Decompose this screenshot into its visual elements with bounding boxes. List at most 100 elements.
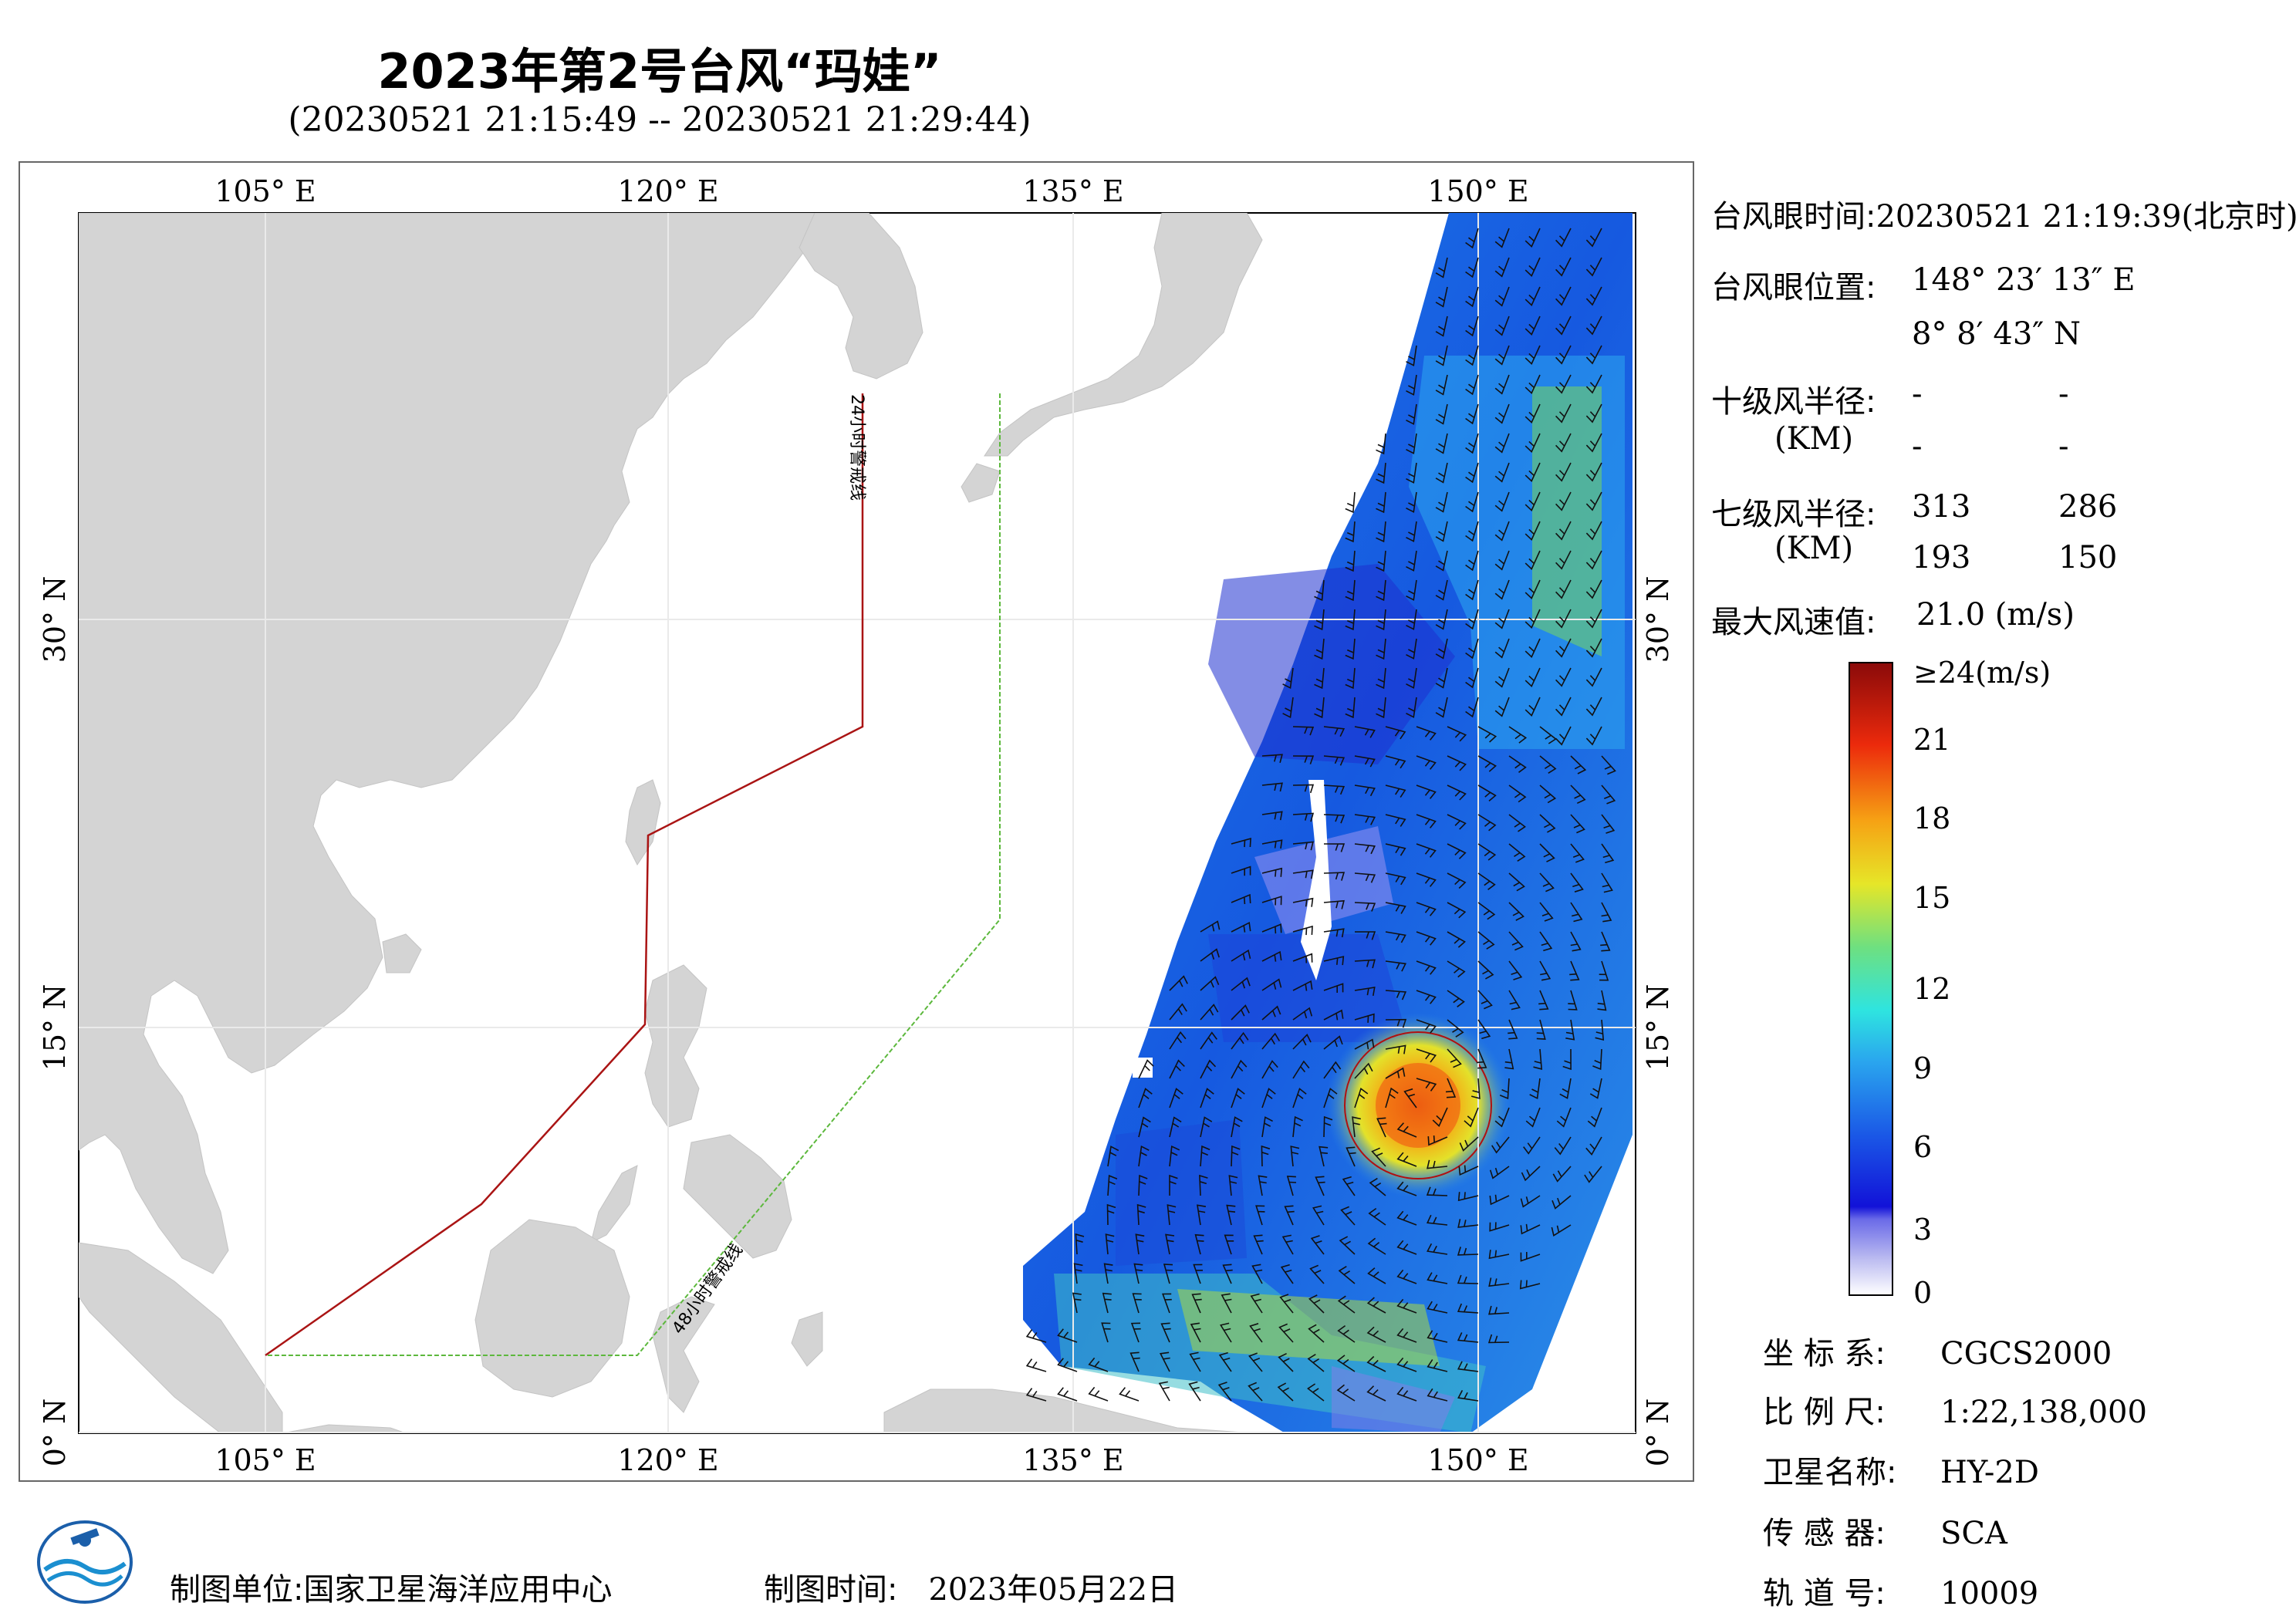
wind-barb	[1228, 1175, 1238, 1196]
wind-barb	[1494, 374, 1510, 395]
wind-barb	[1585, 462, 1602, 482]
wind-barb	[1224, 1234, 1234, 1255]
wind-barb	[1336, 1384, 1356, 1402]
wind-barb	[1352, 1116, 1361, 1138]
wind-barb	[1539, 872, 1555, 892]
wind-barb	[1385, 755, 1406, 769]
wind-barb	[1323, 983, 1344, 993]
wind-barb	[1447, 990, 1465, 1007]
wind-barb	[1555, 550, 1572, 570]
wind-barb	[1292, 980, 1313, 991]
wind-barb	[1158, 1381, 1170, 1402]
wind-barb	[1312, 1205, 1325, 1226]
wind-barb	[1508, 785, 1527, 803]
wind-barb	[1435, 403, 1448, 425]
wind-barb	[1465, 579, 1479, 601]
wind-barb	[1345, 491, 1356, 514]
wind-barb	[1477, 1019, 1491, 1040]
wind-barb	[1376, 550, 1386, 572]
eye-time-label: 台风眼时间:	[1711, 199, 1876, 235]
wind-barb	[1416, 960, 1437, 975]
colorbar-gradient	[1849, 662, 1893, 1296]
wind-barb	[1138, 1088, 1153, 1108]
wind-barb	[1416, 726, 1437, 741]
wind-barb	[1218, 1351, 1232, 1372]
wind-barb	[1447, 726, 1467, 742]
wind-barb	[1396, 1386, 1417, 1402]
wind-barb	[1307, 1383, 1325, 1402]
wind-barb	[1465, 697, 1479, 718]
r7-value-ne: 313	[1912, 489, 1971, 525]
wind-barb	[1323, 1035, 1343, 1050]
warning-line-24h	[265, 393, 864, 1357]
wind-barb	[1072, 1292, 1082, 1314]
wind-barb	[1355, 931, 1376, 940]
wind-barb	[1416, 1019, 1437, 1034]
wind-barb	[1310, 1235, 1325, 1255]
wind-barb	[1432, 1107, 1448, 1127]
wind-barb	[1406, 433, 1417, 454]
wind-barb	[1555, 315, 1572, 336]
wind-barb	[1494, 345, 1510, 366]
wind-barb	[1261, 923, 1282, 934]
wind-barb	[1323, 1061, 1342, 1079]
wind-barb	[1458, 1165, 1479, 1176]
wind-barb	[1435, 433, 1448, 454]
wind-barb	[1199, 1174, 1208, 1196]
wind-barb	[1416, 1048, 1437, 1063]
wind-barb	[1525, 1107, 1541, 1128]
wind-barb	[1570, 872, 1584, 892]
wind-barb	[1465, 550, 1479, 572]
wind-barb	[1477, 814, 1497, 832]
wind-barb	[1508, 990, 1521, 1011]
wind-barb	[1200, 948, 1220, 962]
wind-barb	[1555, 403, 1572, 423]
wind-barb	[1570, 814, 1585, 834]
wind-barb	[1539, 960, 1551, 981]
lat-tick-label-left: 15° N	[38, 984, 72, 1071]
wind-barb	[1601, 785, 1616, 805]
wind-barb	[1025, 1329, 1047, 1343]
wind-barb	[1539, 785, 1557, 804]
wind-barb	[1465, 228, 1479, 249]
wind-barb	[1494, 462, 1510, 483]
wind-barb	[1292, 897, 1314, 907]
wind-barb	[1403, 1088, 1417, 1108]
wind-barb	[1385, 814, 1406, 827]
wind-barb	[1354, 1087, 1369, 1108]
wind-barb	[1457, 1361, 1479, 1372]
wind-barb	[1138, 1174, 1148, 1196]
wind-barb	[1494, 579, 1510, 600]
wind-barb	[1261, 950, 1282, 962]
wind-barb	[1396, 1240, 1417, 1255]
wind-barb	[1435, 491, 1448, 513]
lat-tick-label-left: 30° N	[38, 576, 72, 663]
colorbar-tick-label: 18	[1913, 801, 1951, 835]
wind-barb	[1465, 609, 1479, 630]
lat-tick-label-right: 0° N	[1641, 1399, 1675, 1467]
wind-barb	[1494, 403, 1510, 424]
wind-barb	[1416, 1078, 1437, 1092]
lon-tick-label-top: 135° E	[1022, 174, 1123, 208]
map-title: 2023年第2号台风“玛娃”	[377, 43, 942, 100]
wind-barb	[1585, 638, 1602, 658]
colorbar-tick-label: 3	[1913, 1213, 1933, 1247]
wind-barb	[1231, 1031, 1249, 1050]
typhoon-eye-circle[interactable]	[1344, 1031, 1492, 1179]
wind-barb	[1025, 1388, 1047, 1402]
wind-barb	[1385, 1087, 1399, 1108]
wind-barb	[1524, 697, 1541, 717]
wind-barb	[1231, 838, 1251, 848]
wind-barb	[1524, 521, 1541, 541]
wind-barb	[1314, 609, 1325, 631]
wind-barb	[1477, 785, 1497, 802]
warning-label-24h: 24小时警戒线	[847, 394, 866, 501]
wind-speed-colorbar	[1849, 662, 1893, 1296]
wind-barb	[1308, 1324, 1325, 1343]
wind-barb	[1585, 697, 1602, 717]
wind-barb	[1323, 1115, 1333, 1138]
wind-barb	[1600, 931, 1611, 952]
wind-barb	[1385, 1067, 1406, 1079]
map-frame: 24小时警戒线 48小时警戒线 105° E 105° E 120° E 120° E…	[19, 161, 1694, 1482]
